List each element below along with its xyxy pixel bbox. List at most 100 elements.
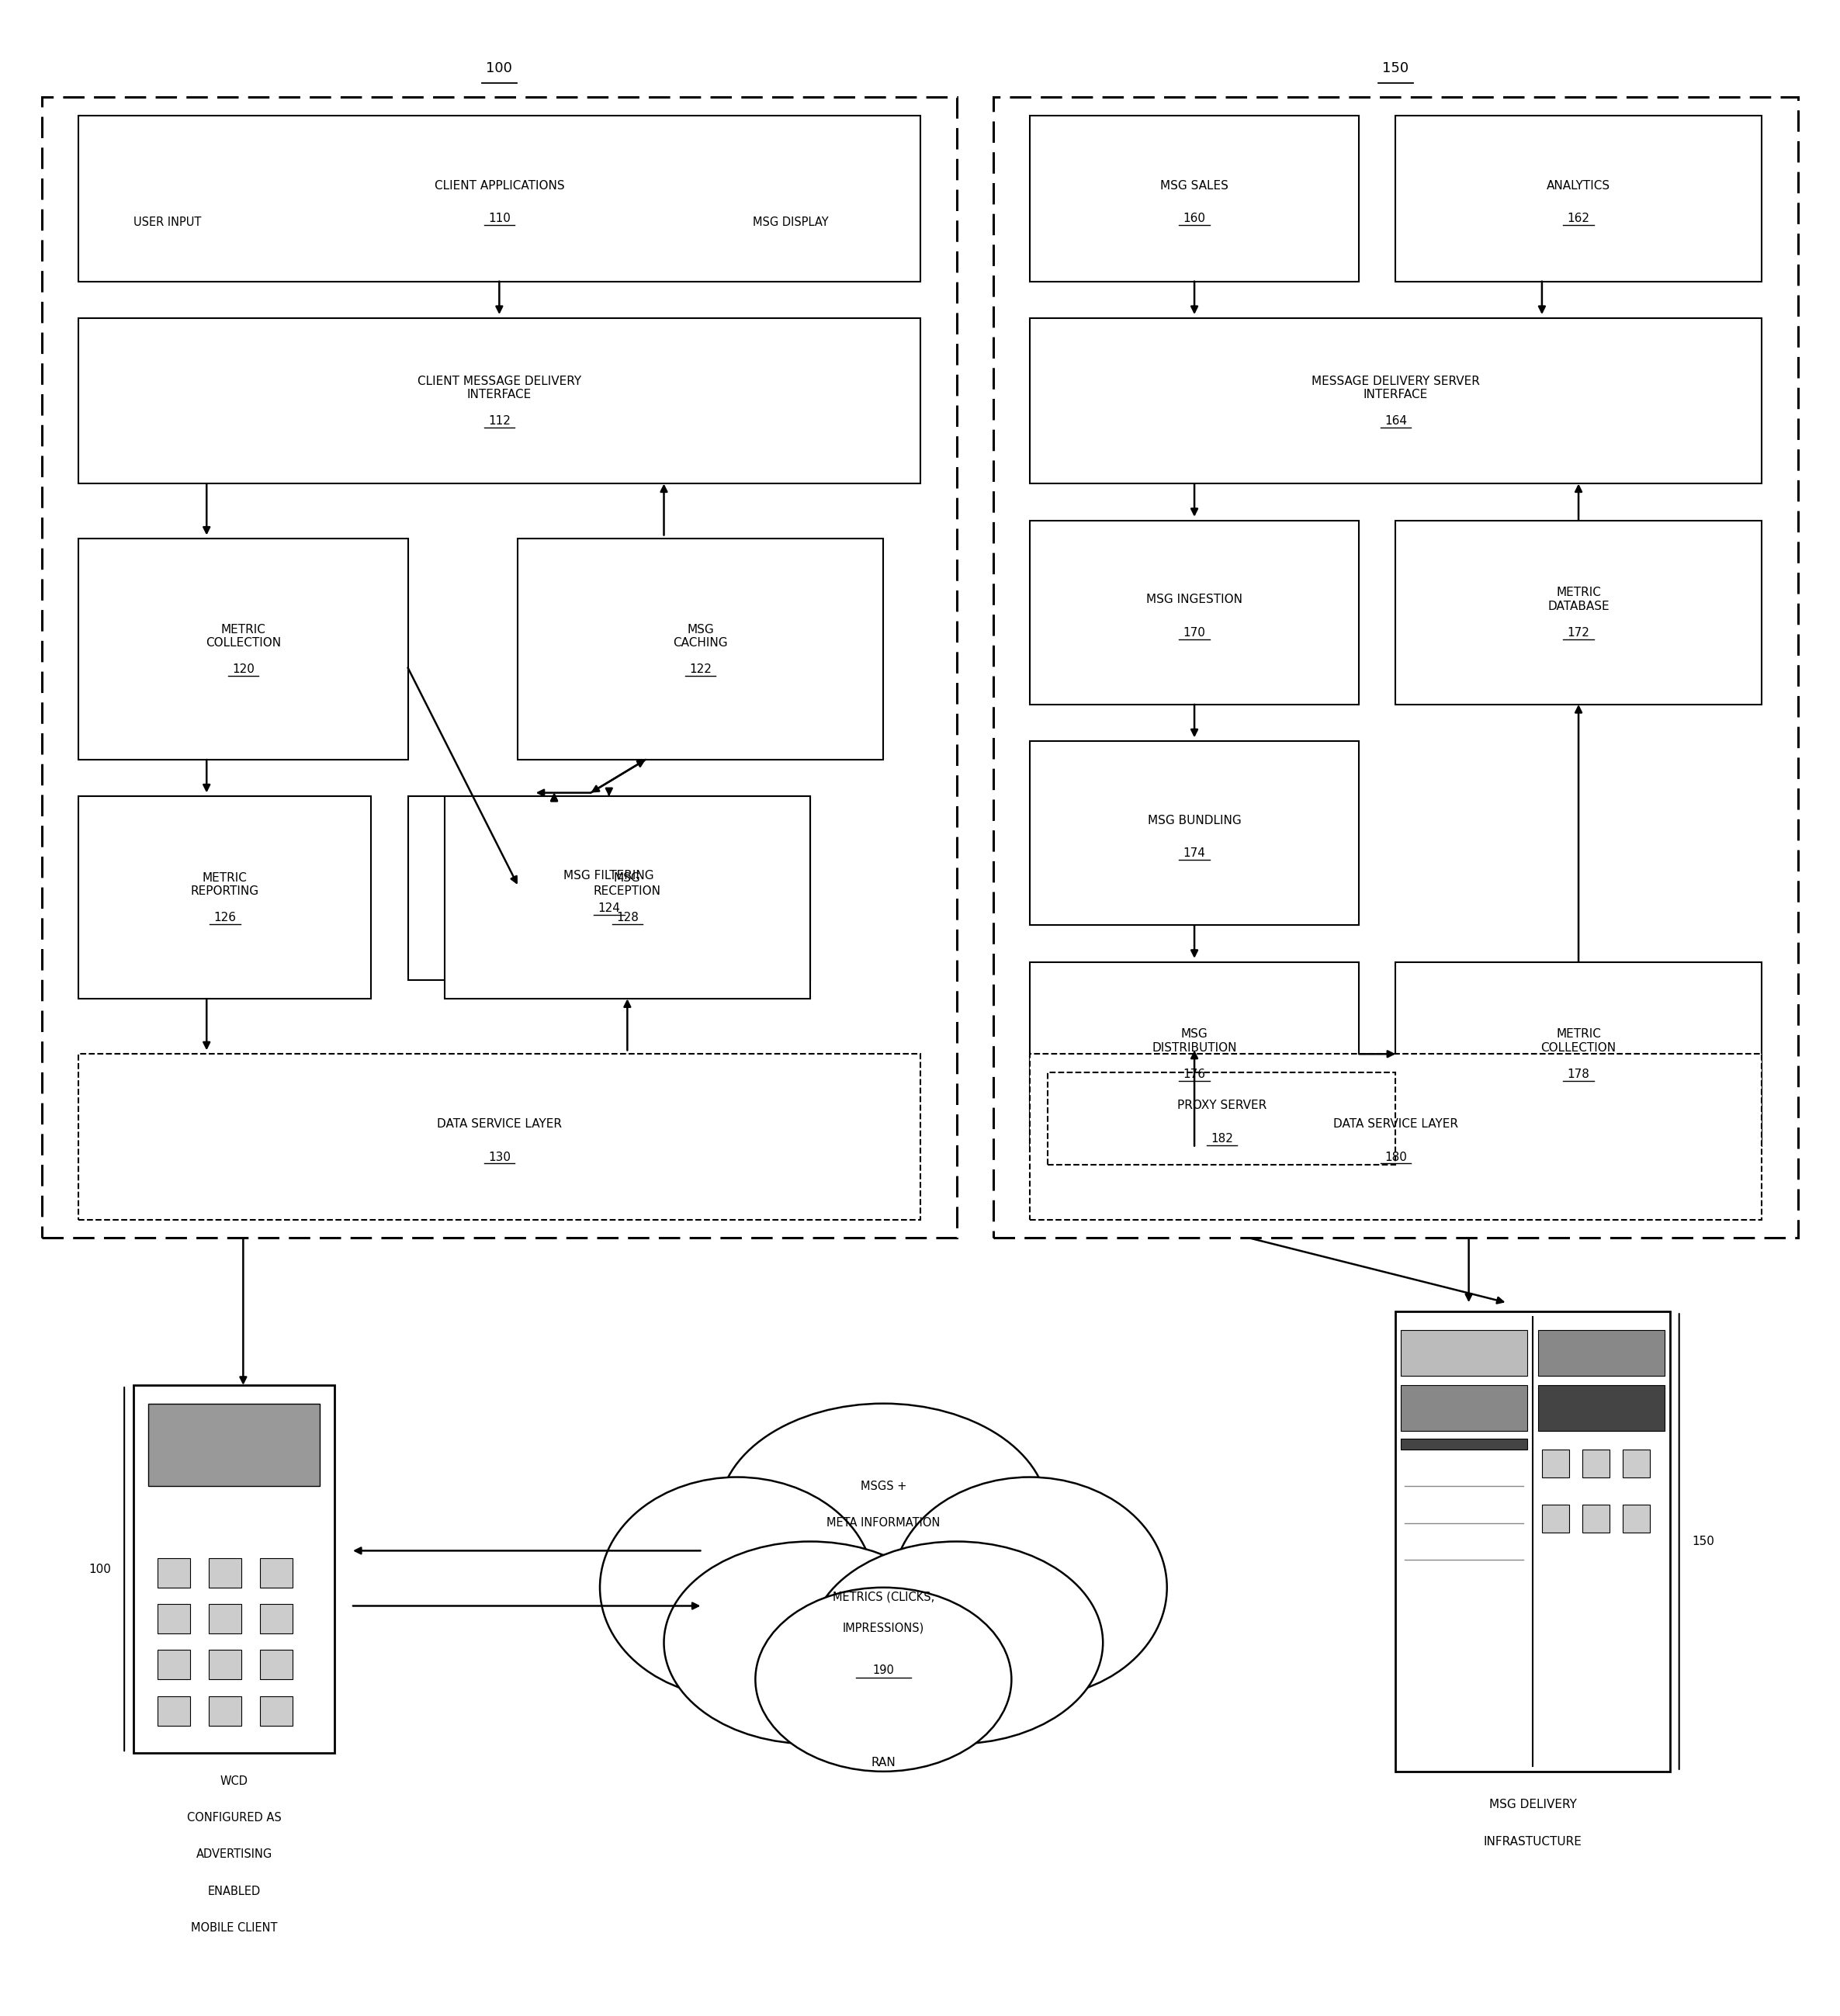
Text: ANALYTICS: ANALYTICS — [1547, 179, 1610, 192]
Bar — [445, 796, 810, 998]
Text: 100: 100 — [88, 1562, 112, 1574]
Ellipse shape — [600, 1478, 874, 1697]
Text: 170: 170 — [1183, 627, 1205, 639]
Text: 126: 126 — [213, 911, 236, 923]
Bar — [79, 115, 920, 282]
Text: 122: 122 — [690, 663, 712, 675]
Text: MSG
DISTRIBUTION: MSG DISTRIBUTION — [1152, 1028, 1236, 1054]
Text: CLIENT APPLICATIONS: CLIENT APPLICATIONS — [434, 179, 565, 192]
Text: ADVERTISING: ADVERTISING — [195, 1849, 272, 1861]
Bar — [1030, 742, 1360, 925]
Text: MSG FILTERING: MSG FILTERING — [563, 869, 655, 881]
Text: 164: 164 — [1384, 415, 1408, 427]
Text: MSG BUNDLING: MSG BUNDLING — [1148, 814, 1242, 827]
Bar — [259, 1558, 293, 1587]
Bar — [1395, 115, 1761, 282]
Text: META INFORMATION: META INFORMATION — [826, 1518, 940, 1528]
Text: 178: 178 — [1568, 1068, 1590, 1081]
Bar — [208, 1695, 241, 1726]
Text: METRICS (CLICKS,: METRICS (CLICKS, — [832, 1591, 935, 1603]
Text: 162: 162 — [1568, 214, 1590, 224]
Text: 176: 176 — [1183, 1068, 1205, 1081]
Text: 112: 112 — [488, 415, 510, 427]
Text: 110: 110 — [488, 214, 510, 224]
Text: IMPRESSIONS): IMPRESSIONS) — [843, 1623, 924, 1633]
Text: METRIC
COLLECTION: METRIC COLLECTION — [1540, 1028, 1616, 1054]
Text: MSG
CACHING: MSG CACHING — [673, 623, 729, 649]
Text: MSG INGESTION: MSG INGESTION — [1146, 595, 1242, 605]
Text: 150: 150 — [1382, 60, 1409, 75]
Ellipse shape — [892, 1478, 1167, 1697]
Bar — [147, 1403, 320, 1486]
Text: 160: 160 — [1183, 214, 1205, 224]
Bar — [1030, 1054, 1761, 1220]
Bar — [42, 97, 957, 1238]
Bar — [1030, 115, 1360, 282]
Bar — [1049, 1073, 1395, 1165]
Ellipse shape — [719, 1403, 1049, 1625]
Text: 182: 182 — [1211, 1133, 1233, 1145]
Text: CLIENT MESSAGE DELIVERY
INTERFACE: CLIENT MESSAGE DELIVERY INTERFACE — [418, 375, 581, 401]
Text: 130: 130 — [488, 1151, 510, 1163]
Text: 150: 150 — [1693, 1536, 1715, 1548]
Bar — [1395, 962, 1761, 1145]
Text: 100: 100 — [486, 60, 512, 75]
Text: METRIC
COLLECTION: METRIC COLLECTION — [206, 623, 282, 649]
Bar — [1395, 520, 1761, 704]
Bar — [1395, 1312, 1671, 1772]
Ellipse shape — [756, 1587, 1012, 1772]
Text: MSG
RECEPTION: MSG RECEPTION — [594, 873, 661, 897]
Bar — [1538, 1385, 1665, 1431]
Bar — [79, 1054, 920, 1220]
Text: METRIC
REPORTING: METRIC REPORTING — [191, 873, 259, 897]
Text: 120: 120 — [232, 663, 254, 675]
Text: 172: 172 — [1568, 627, 1590, 639]
Text: DATA SERVICE LAYER: DATA SERVICE LAYER — [436, 1119, 561, 1129]
Text: 180: 180 — [1384, 1151, 1408, 1163]
Text: 190: 190 — [872, 1665, 894, 1675]
Bar — [208, 1605, 241, 1633]
Text: MESSAGE DELIVERY SERVER
INTERFACE: MESSAGE DELIVERY SERVER INTERFACE — [1312, 375, 1479, 401]
Bar — [79, 796, 372, 998]
Text: DATA SERVICE LAYER: DATA SERVICE LAYER — [1334, 1119, 1457, 1129]
Text: MSG DELIVERY: MSG DELIVERY — [1489, 1798, 1577, 1810]
Bar — [1542, 1450, 1570, 1478]
Ellipse shape — [810, 1542, 1102, 1744]
Bar — [1030, 520, 1360, 704]
Bar — [156, 1605, 190, 1633]
Bar — [1582, 1504, 1610, 1532]
Text: ENABLED: ENABLED — [208, 1885, 261, 1897]
Bar — [156, 1695, 190, 1726]
Bar — [79, 319, 920, 484]
Bar — [1582, 1450, 1610, 1478]
Text: CONFIGURED AS: CONFIGURED AS — [188, 1812, 282, 1824]
Bar — [1030, 962, 1360, 1145]
Text: 174: 174 — [1183, 847, 1205, 859]
Bar — [259, 1649, 293, 1679]
Bar — [259, 1695, 293, 1726]
Bar — [1623, 1450, 1650, 1478]
Bar — [408, 796, 810, 980]
Text: MSG SALES: MSG SALES — [1161, 179, 1229, 192]
Bar — [259, 1605, 293, 1633]
Ellipse shape — [664, 1542, 957, 1744]
Bar — [156, 1649, 190, 1679]
Bar — [517, 538, 883, 760]
Bar — [156, 1558, 190, 1587]
Text: USER INPUT: USER INPUT — [134, 216, 201, 228]
Bar — [994, 97, 1798, 1238]
Bar — [208, 1649, 241, 1679]
Bar — [208, 1558, 241, 1587]
Text: MSGS +: MSGS + — [861, 1480, 907, 1492]
Bar — [1542, 1504, 1570, 1532]
Bar — [134, 1385, 335, 1754]
Text: METRIC
DATABASE: METRIC DATABASE — [1547, 587, 1610, 613]
Text: WCD: WCD — [221, 1776, 248, 1786]
Text: 128: 128 — [616, 911, 638, 923]
Bar — [1030, 319, 1761, 484]
Text: 124: 124 — [598, 903, 620, 915]
Bar — [1538, 1331, 1665, 1377]
Text: PROXY SERVER: PROXY SERVER — [1178, 1099, 1266, 1111]
Text: MOBILE CLIENT: MOBILE CLIENT — [191, 1923, 278, 1933]
Text: INFRASTUCTURE: INFRASTUCTURE — [1483, 1837, 1582, 1847]
